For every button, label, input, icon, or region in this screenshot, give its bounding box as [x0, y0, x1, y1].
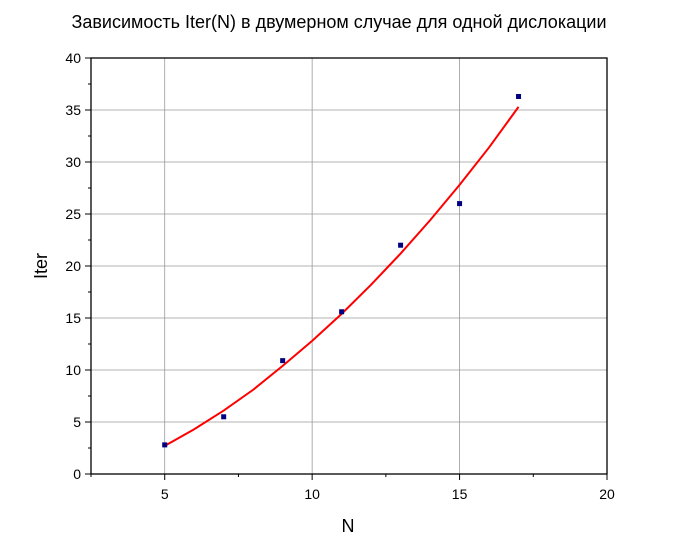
data-point: [457, 201, 463, 207]
x-tick-label: 15: [452, 486, 468, 502]
x-tick-label: 5: [161, 486, 169, 502]
data-point: [516, 93, 522, 99]
x-tick-label: 20: [599, 486, 615, 502]
data-point: [398, 242, 404, 248]
x-tick-label: 10: [304, 486, 320, 502]
y-tick-label: 0: [73, 466, 81, 482]
tick-labels: 5 10 15 20 0 5 10 15 20 25 30 35 40: [65, 50, 615, 502]
fit-curve: [164, 106, 520, 447]
y-tick-label: 30: [65, 154, 81, 170]
data-point: [280, 358, 286, 364]
y-tick-label: 5: [73, 414, 81, 430]
y-tick-label: 35: [65, 102, 81, 118]
data-point: [162, 442, 168, 448]
data-points: [162, 93, 522, 448]
y-axis-label: Iter: [31, 253, 51, 279]
chart-title: Зависимость Iter(N) в двумерном случае д…: [71, 12, 606, 32]
ticks: [85, 57, 608, 480]
grid: [91, 58, 608, 474]
y-tick-label: 40: [65, 50, 81, 66]
data-point: [221, 414, 227, 420]
data-point: [339, 309, 345, 315]
x-axis-label: N: [342, 516, 355, 536]
y-tick-label: 15: [65, 310, 81, 326]
y-tick-label: 20: [65, 258, 81, 274]
y-tick-label: 10: [65, 362, 81, 378]
y-tick-label: 25: [65, 206, 81, 222]
